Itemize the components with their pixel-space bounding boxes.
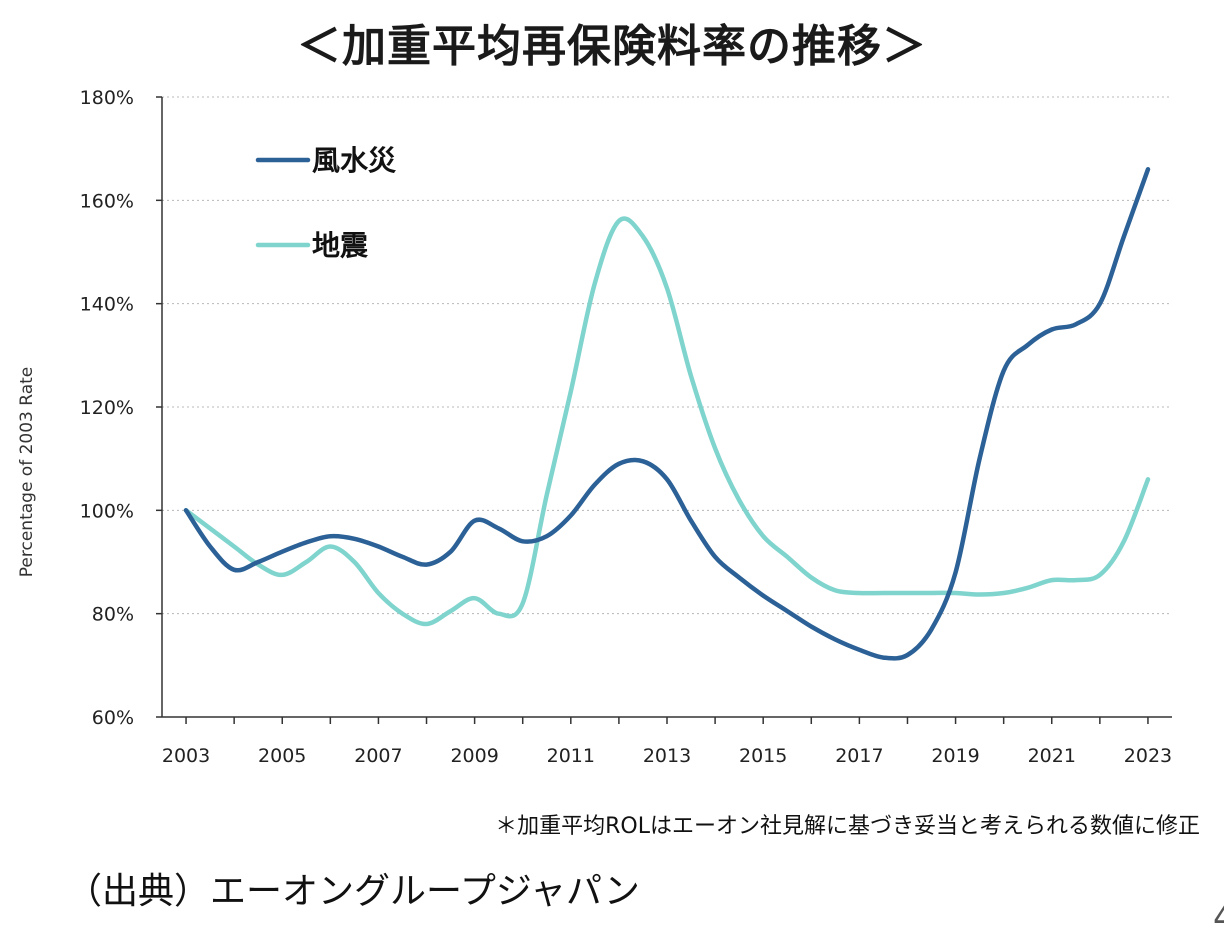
x-tick-label: 2015	[739, 745, 787, 767]
legend-label: 地震	[312, 229, 369, 262]
x-tick-label: 2003	[162, 745, 210, 767]
y-axis-ticks: 60% 80% 100% 120% 140% 160% 180%	[80, 87, 162, 729]
x-tick-label: 2017	[835, 745, 883, 767]
source-credit: （出典）エーオングループジャパン	[66, 871, 640, 912]
y-tick-label: 100%	[80, 500, 134, 522]
chart-title: ＜加重平均再保険料率の推移＞	[297, 21, 927, 72]
x-tick-label: 2019	[931, 745, 979, 767]
y-tick-label: 120%	[80, 397, 134, 419]
x-tick-label: 2013	[643, 745, 691, 767]
x-tick-label: 2011	[547, 745, 595, 767]
x-tick-label: 2023	[1124, 745, 1172, 767]
series-line-windstorm	[183, 167, 1151, 661]
y-tick-label: 140%	[80, 294, 134, 316]
x-tick-label: 2021	[1028, 745, 1076, 767]
series-line-earthquake	[183, 216, 1151, 627]
y-axis-title: Percentage of 2003 Rate	[17, 367, 37, 577]
y-tick-label: 160%	[80, 190, 134, 212]
y-tick-label: 80%	[92, 604, 134, 626]
gridlines	[162, 96, 1172, 615]
legend-label: 風水災	[312, 144, 397, 177]
y-tick-label: 180%	[80, 87, 134, 109]
page-number: 4	[1213, 898, 1224, 938]
x-tick-label: 2009	[450, 745, 498, 767]
x-axis-ticks: 2003 2005 2007 2009 2011 2013 2015 2017 2019 2021…	[162, 717, 1172, 767]
series-lines	[183, 167, 1151, 661]
x-tick-label: 2007	[354, 745, 402, 767]
y-tick-label: 60%	[92, 707, 134, 729]
x-tick-label: 2005	[258, 745, 306, 767]
footnote: ＊加重平均ROLはエーオン社見解に基づき妥当と考えられる数値に修正	[495, 814, 1200, 839]
